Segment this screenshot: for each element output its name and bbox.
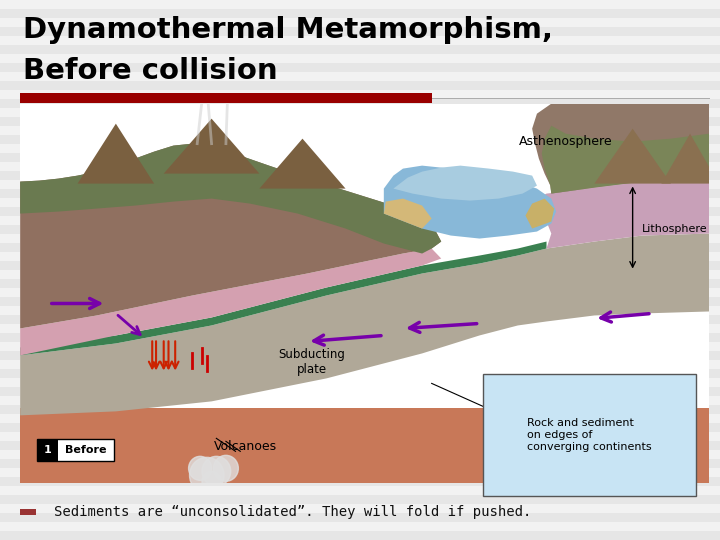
Bar [0,243,720,252]
Bar [0,333,720,342]
Bar [0,63,720,72]
Circle shape [213,455,238,481]
Text: Rock and sediment
on edges of
converging continents: Rock and sediment on edges of converging… [527,418,652,451]
Bar [0,306,720,315]
Polygon shape [393,166,537,200]
Polygon shape [384,166,556,239]
Bar [0,360,720,369]
Bar [20,104,709,483]
Polygon shape [20,144,441,253]
Bar [0,468,720,477]
Bar [0,0,720,9]
Bar [0,387,720,396]
Bar [0,54,720,63]
Bar [0,396,720,405]
Bar [0,45,720,54]
Bar [0,450,720,459]
Bar [0,459,720,468]
Polygon shape [595,129,671,184]
Bar [0,72,720,81]
Bar [0,252,720,261]
Bar [0,378,720,387]
Bar [0,36,720,45]
Polygon shape [78,124,154,184]
Bar [0,315,720,324]
Bar [0,432,720,441]
Bar [0,117,720,126]
Bar [0,297,720,306]
Bar [0,171,720,180]
Bar [0,81,720,90]
Bar [0,90,720,99]
Bar [0,108,720,117]
Text: Dynamothermal Metamorphism,: Dynamothermal Metamorphism, [23,16,553,44]
Bar [0,216,720,225]
Polygon shape [259,139,346,188]
Bar [0,270,720,279]
Circle shape [189,456,212,480]
Polygon shape [662,133,719,184]
Bar [0,486,720,495]
Polygon shape [384,199,432,228]
Bar [0,18,720,27]
Bar [0,288,720,297]
Bar [0,351,720,360]
Bar [37,440,58,461]
Polygon shape [20,241,546,355]
Polygon shape [20,233,709,415]
Bar [0,504,720,513]
Bar [0,414,720,423]
Bar [0,369,720,378]
Text: Lithosphere: Lithosphere [642,224,708,234]
Bar [0,261,720,270]
Circle shape [189,457,224,494]
Bar [0,423,720,432]
Bar [0,207,720,216]
Bar [0,126,720,135]
Bar [0,441,720,450]
Polygon shape [163,119,259,173]
Bar [0,495,720,504]
Bar [0,405,720,414]
Bar [20,509,36,515]
Bar [0,513,720,522]
Bar [0,180,720,189]
Bar [0,225,720,234]
Polygon shape [20,408,709,483]
Bar [0,135,720,144]
Circle shape [202,471,221,491]
Bar [0,234,720,243]
Bar [0,99,720,108]
Polygon shape [541,126,709,193]
Text: Volcanoes: Volcanoes [214,440,276,454]
Bar [37,440,114,461]
Polygon shape [527,179,709,248]
Bar [0,162,720,171]
Bar [0,477,720,486]
Polygon shape [532,104,709,193]
Bar [0,144,720,153]
Text: Asthenosphere: Asthenosphere [519,135,613,148]
Text: Sediments are “unconsolidated”. They will fold if pushed.: Sediments are “unconsolidated”. They wil… [54,505,531,519]
Bar [0,153,720,162]
Text: 1: 1 [44,446,52,455]
Bar [0,198,720,207]
Bar [0,279,720,288]
Text: Before: Before [66,446,107,455]
Bar [20,93,432,103]
Text: Before collision: Before collision [23,57,278,85]
Bar [0,189,720,198]
Bar [0,27,720,36]
Bar [0,531,720,540]
Polygon shape [20,144,441,328]
Circle shape [202,456,230,487]
Text: Subducting
plate: Subducting plate [279,348,346,376]
Bar [0,522,720,531]
Polygon shape [20,248,441,355]
Polygon shape [526,199,554,228]
Bar [0,324,720,333]
Bar [0,342,720,351]
Bar [0,9,720,18]
